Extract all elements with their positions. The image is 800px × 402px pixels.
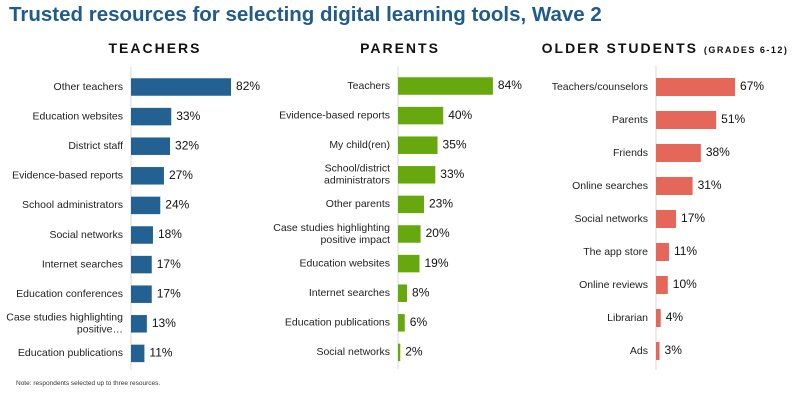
category-label: Social networks bbox=[574, 213, 648, 225]
value-label: 11% bbox=[674, 244, 697, 258]
bar bbox=[131, 315, 147, 333]
value-label: 6% bbox=[410, 315, 428, 329]
value-label: 84% bbox=[498, 78, 522, 92]
category-label: Teachers/counselors bbox=[552, 81, 648, 93]
bar bbox=[398, 225, 421, 243]
value-label: 51% bbox=[721, 112, 745, 126]
category-label: Parents bbox=[612, 114, 648, 126]
bar bbox=[131, 167, 164, 185]
value-label: 38% bbox=[706, 145, 730, 159]
value-label: 32% bbox=[175, 138, 199, 152]
bar bbox=[656, 177, 693, 195]
value-label: 35% bbox=[443, 137, 467, 151]
panel-title-teachers: TEACHERS bbox=[60, 40, 250, 56]
category-label: School/district administrators bbox=[324, 163, 390, 187]
bar bbox=[398, 106, 444, 125]
value-label: 24% bbox=[165, 198, 189, 212]
panel-heading: TEACHERS bbox=[108, 40, 202, 56]
value-label: 27% bbox=[169, 168, 193, 182]
panel-subheading: (GRADES 6-12) bbox=[703, 45, 789, 55]
chart-title: Trusted resources for selecting digital … bbox=[9, 3, 602, 26]
bar bbox=[398, 136, 438, 154]
bar bbox=[656, 111, 717, 129]
bar bbox=[131, 226, 153, 244]
category-label: The app store bbox=[583, 246, 648, 258]
value-label: 23% bbox=[429, 197, 453, 211]
category-label: Ads bbox=[630, 345, 648, 357]
bar bbox=[656, 243, 669, 261]
category-label: Evidence-based reports bbox=[12, 170, 123, 182]
value-label: 4% bbox=[666, 310, 684, 324]
category-label: Education websites bbox=[33, 110, 123, 122]
bar bbox=[131, 344, 145, 363]
bar bbox=[398, 343, 401, 362]
category-label: Other parents bbox=[326, 198, 390, 210]
bar bbox=[398, 254, 420, 273]
category-label: Online searches bbox=[572, 180, 648, 192]
bar bbox=[656, 276, 668, 294]
category-label: Social networks bbox=[49, 229, 123, 241]
value-label: 40% bbox=[448, 108, 472, 122]
category-label: My child(ren) bbox=[329, 139, 390, 151]
bar bbox=[398, 284, 408, 302]
category-label: Evidence-based reports bbox=[279, 109, 390, 121]
panel-title-students: OLDER STUDENTS (GRADES 6-12) bbox=[535, 40, 795, 56]
bar bbox=[656, 78, 736, 96]
value-label: 13% bbox=[152, 316, 176, 330]
bar bbox=[398, 77, 493, 95]
value-label: 2% bbox=[405, 345, 423, 359]
value-label: 17% bbox=[157, 257, 181, 271]
bar bbox=[398, 195, 424, 214]
category-label: Education publications bbox=[285, 317, 390, 329]
value-label: 8% bbox=[412, 285, 430, 299]
bar bbox=[398, 166, 436, 184]
bar bbox=[656, 342, 660, 360]
bar bbox=[131, 107, 172, 126]
panel-heading: OLDER STUDENTS bbox=[541, 40, 698, 56]
category-label: Social networks bbox=[316, 346, 390, 358]
category-label: District staff bbox=[68, 140, 123, 152]
category-label: School administrators bbox=[22, 199, 123, 211]
bar bbox=[131, 196, 161, 215]
bar bbox=[656, 144, 701, 162]
value-label: 82% bbox=[236, 79, 260, 93]
category-label: Other teachers bbox=[54, 81, 123, 93]
category-label: Online reviews bbox=[579, 279, 648, 291]
panel-heading: PARENTS bbox=[360, 40, 440, 56]
value-label: 31% bbox=[698, 178, 722, 192]
value-label: 17% bbox=[681, 211, 705, 225]
category-label: Friends bbox=[613, 147, 648, 159]
category-label: Case studies highlighting positive… bbox=[6, 312, 123, 336]
footnote: Note: respondents selected up to three r… bbox=[16, 380, 161, 387]
panel-title-parents: PARENTS bbox=[310, 40, 490, 56]
value-label: 10% bbox=[673, 277, 697, 291]
bar bbox=[131, 255, 152, 274]
value-label: 33% bbox=[440, 167, 464, 181]
category-label: Librarian bbox=[607, 312, 648, 324]
bar bbox=[398, 314, 405, 332]
category-label: Education conferences bbox=[16, 288, 123, 300]
value-label: 33% bbox=[176, 109, 200, 123]
category-label: Teachers bbox=[347, 80, 390, 92]
bar bbox=[131, 78, 232, 96]
category-label: Internet searches bbox=[309, 287, 390, 299]
value-label: 19% bbox=[424, 256, 448, 270]
category-label: Internet searches bbox=[42, 258, 123, 270]
category-label: Education publications bbox=[18, 347, 123, 359]
bar bbox=[131, 137, 171, 155]
value-label: 17% bbox=[157, 286, 181, 300]
value-label: 18% bbox=[158, 227, 182, 241]
value-label: 67% bbox=[740, 79, 764, 93]
value-label: 3% bbox=[665, 343, 683, 357]
bar bbox=[656, 210, 677, 228]
value-label: 11% bbox=[149, 346, 172, 360]
value-label: 20% bbox=[426, 226, 450, 240]
category-label: Case studies highlighting positive impact bbox=[273, 222, 390, 246]
category-label: Education websites bbox=[300, 257, 390, 269]
bar bbox=[656, 309, 661, 327]
bar bbox=[131, 285, 152, 303]
